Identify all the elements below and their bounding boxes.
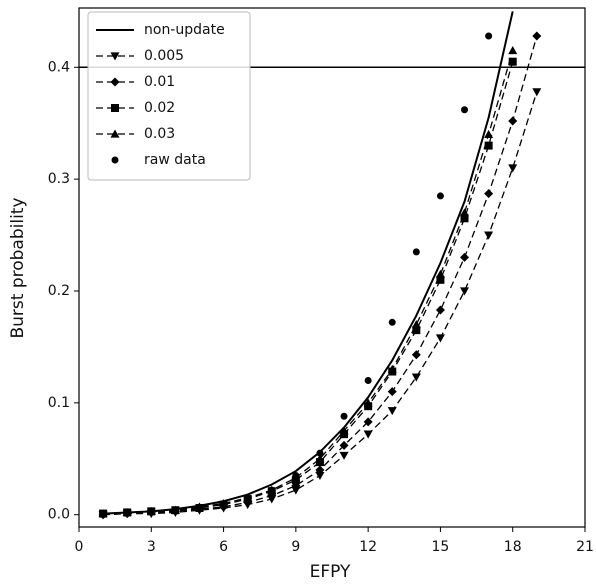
marker	[110, 77, 120, 87]
marker	[363, 430, 373, 439]
marker	[110, 129, 120, 138]
marker	[292, 472, 300, 480]
legend-label: non-update	[144, 22, 225, 38]
marker	[339, 451, 349, 460]
series-line	[103, 50, 514, 515]
x-tick-label: 12	[359, 539, 377, 555]
marker	[268, 486, 276, 494]
legend-box	[87, 11, 251, 181]
x-tick-label: 15	[432, 539, 450, 555]
marker	[435, 269, 445, 278]
marker	[123, 510, 131, 518]
marker	[484, 141, 493, 150]
marker	[460, 214, 469, 223]
marker	[99, 511, 107, 519]
marker	[411, 373, 421, 382]
marker	[484, 231, 494, 240]
x-tick-label: 9	[291, 539, 300, 555]
marker	[111, 156, 119, 164]
legend-label: 0.02	[144, 100, 175, 116]
legend-label: 0.005	[144, 48, 184, 64]
y-tick-label: 0.3	[48, 171, 70, 187]
marker	[387, 407, 397, 416]
marker	[315, 465, 325, 475]
marker	[460, 287, 470, 296]
marker	[195, 504, 203, 512]
marker	[484, 129, 494, 138]
marker	[387, 364, 397, 373]
x-tick-label: 0	[75, 539, 84, 555]
x-tick-label: 18	[504, 539, 522, 555]
marker	[508, 164, 518, 173]
marker	[532, 88, 542, 97]
marker	[484, 189, 494, 199]
legend-label: 0.01	[144, 74, 175, 90]
legend-label: 0.03	[144, 126, 175, 142]
legend: non-update 0.005 0.01 0.02 0.03 raw data	[87, 11, 251, 181]
x-tick-label: 3	[147, 539, 156, 555]
x-tick-label: 6	[219, 539, 228, 555]
marker	[315, 454, 325, 463]
marker	[388, 318, 396, 326]
plot-frame	[78, 7, 586, 528]
marker	[532, 31, 542, 41]
legend-label: raw data	[144, 152, 206, 168]
marker	[436, 192, 444, 200]
marker	[363, 417, 373, 427]
marker	[364, 376, 372, 384]
marker	[485, 32, 493, 40]
marker	[460, 252, 470, 262]
marker	[460, 208, 470, 217]
y-tick-label: 0.0	[48, 507, 70, 523]
marker	[340, 412, 348, 420]
marker	[339, 426, 349, 435]
marker	[315, 471, 325, 481]
marker	[412, 326, 421, 335]
x-axis-label: EFPY	[310, 562, 351, 582]
marker	[387, 387, 397, 397]
marker	[171, 506, 179, 514]
marker	[508, 116, 518, 126]
marker	[435, 334, 445, 343]
marker	[363, 398, 373, 407]
marker	[436, 275, 445, 284]
marker	[316, 449, 324, 457]
marker	[110, 52, 120, 61]
marker	[220, 500, 228, 508]
plot-area	[79, 11, 585, 520]
marker	[411, 350, 421, 360]
marker	[291, 486, 301, 495]
marker	[435, 305, 445, 315]
marker	[111, 104, 119, 112]
y-tick-label: 0.2	[48, 283, 70, 299]
marker	[411, 320, 421, 329]
marker	[461, 106, 469, 114]
marker	[508, 46, 518, 55]
marker	[412, 248, 420, 256]
y-axis-label: Burst probability	[8, 197, 28, 338]
marker	[147, 508, 155, 516]
y-tick-label: 0.4	[48, 59, 70, 75]
marker	[244, 494, 252, 502]
marker	[339, 440, 349, 450]
y-tick-label: 0.1	[48, 395, 70, 411]
marker	[508, 57, 517, 66]
x-tick-label: 21	[576, 539, 594, 555]
